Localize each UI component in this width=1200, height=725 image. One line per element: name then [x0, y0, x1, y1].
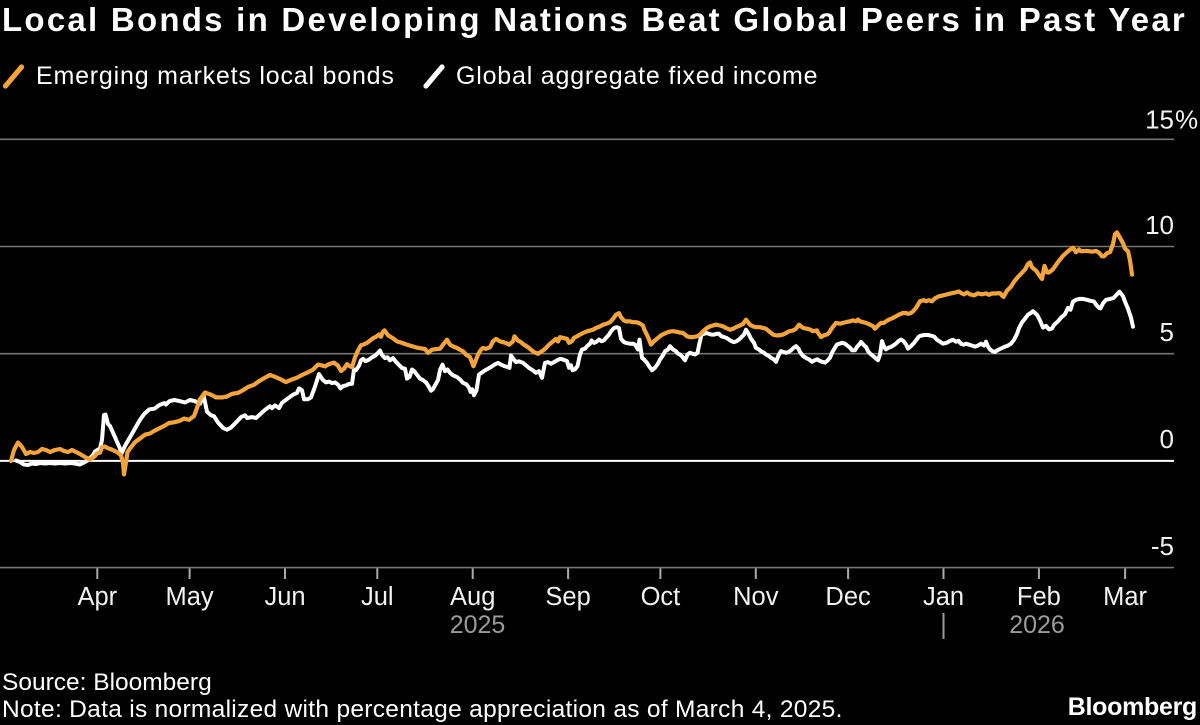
svg-text:Feb: Feb — [1017, 583, 1061, 611]
svg-text:Sep: Sep — [545, 583, 590, 611]
svg-text:0: 0 — [1160, 424, 1174, 454]
svg-text:Mar: Mar — [1103, 583, 1147, 611]
svg-text:%: % — [1175, 104, 1198, 134]
svg-text:15: 15 — [1145, 104, 1174, 134]
svg-text:2026: 2026 — [1009, 611, 1065, 639]
svg-text:2025: 2025 — [450, 611, 506, 639]
svg-text:Jun: Jun — [264, 583, 305, 611]
svg-text:-5: -5 — [1151, 531, 1174, 561]
svg-text:Aug: Aug — [450, 583, 495, 611]
svg-text:Apr: Apr — [77, 583, 117, 611]
svg-text:Nov: Nov — [733, 583, 779, 611]
svg-text:May: May — [166, 583, 214, 611]
svg-text:10: 10 — [1145, 210, 1174, 240]
svg-text:Jan: Jan — [923, 583, 964, 611]
svg-text:Oct: Oct — [641, 583, 681, 611]
svg-text:5: 5 — [1160, 317, 1174, 347]
svg-text:Dec: Dec — [825, 583, 871, 611]
svg-text:Jul: Jul — [361, 583, 394, 611]
